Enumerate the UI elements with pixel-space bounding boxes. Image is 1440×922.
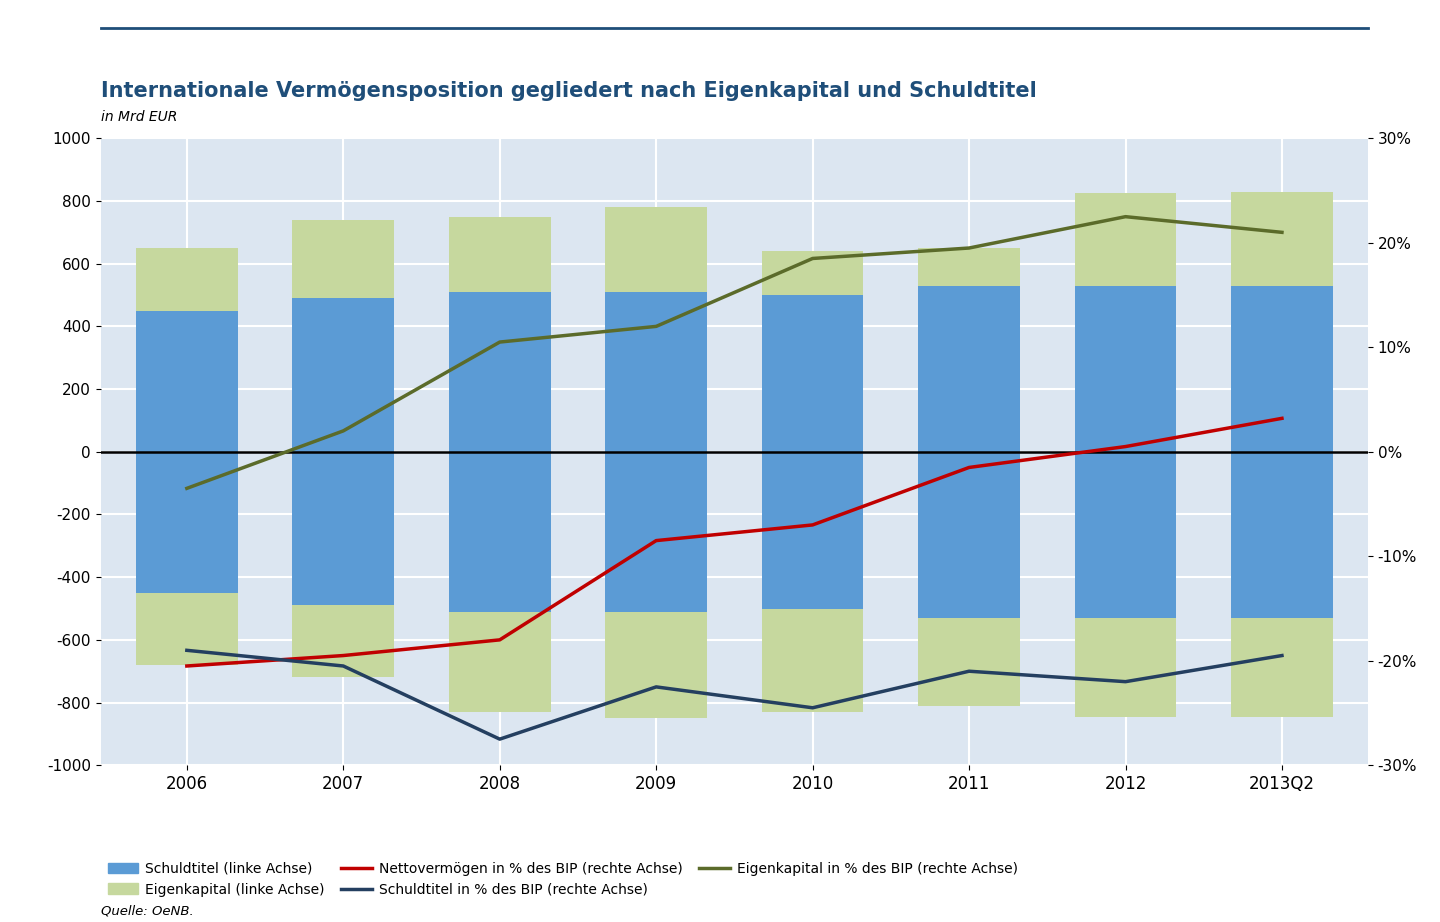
Bar [1231, 192, 1333, 286]
Bar [1231, 618, 1333, 716]
Bar [1074, 286, 1176, 452]
Bar [135, 248, 238, 311]
Bar [292, 452, 395, 606]
Bar [1074, 193, 1176, 286]
Bar [762, 452, 864, 609]
Bar [605, 292, 707, 452]
Bar [135, 452, 238, 593]
Bar [919, 248, 1020, 286]
Bar [1074, 452, 1176, 618]
Text: Internationale Vermögensposition gegliedert nach Eigenkapital und Schuldtitel: Internationale Vermögensposition geglied… [101, 81, 1037, 101]
Bar [1231, 286, 1333, 452]
Bar [762, 609, 864, 712]
Bar [135, 311, 238, 452]
Bar [762, 251, 864, 295]
Bar [1231, 452, 1333, 618]
Bar [762, 295, 864, 452]
Bar [1074, 618, 1176, 716]
Bar [449, 611, 550, 712]
Bar [292, 298, 395, 452]
Bar [605, 611, 707, 718]
Bar [449, 292, 550, 452]
Bar [919, 452, 1020, 618]
Bar [449, 217, 550, 292]
Bar [605, 207, 707, 292]
Text: in Mrd EUR: in Mrd EUR [101, 111, 177, 124]
Bar [135, 593, 238, 665]
Bar [605, 452, 707, 611]
Bar [919, 286, 1020, 452]
Bar [919, 618, 1020, 705]
Bar [449, 452, 550, 611]
Legend: Schuldtitel (linke Achse), Eigenkapital (linke Achse), Nettovermögen in % des BI: Schuldtitel (linke Achse), Eigenkapital … [108, 862, 1018, 896]
Bar [292, 606, 395, 678]
Text: Quelle: OeNB.: Quelle: OeNB. [101, 904, 193, 917]
Bar [292, 219, 395, 298]
